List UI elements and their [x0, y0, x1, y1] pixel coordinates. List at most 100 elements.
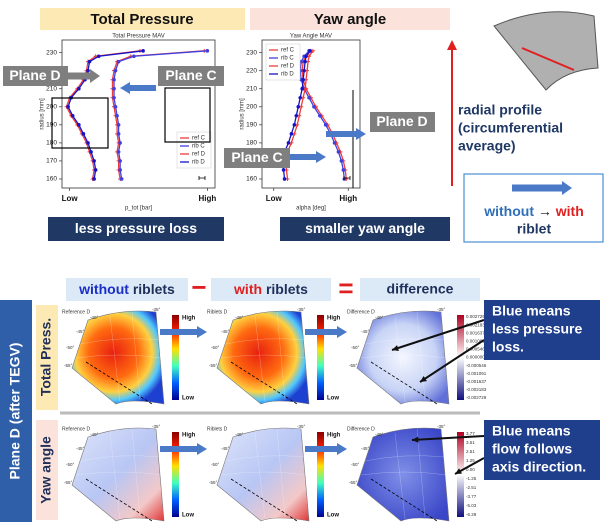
angle-label: -45° — [221, 329, 230, 334]
equals-sign: = — [338, 273, 353, 303]
y-tick-label: 170 — [46, 158, 57, 165]
marker — [318, 114, 322, 118]
marker — [290, 132, 294, 136]
callout: Plane D — [9, 67, 60, 83]
colorbar-low: Low — [182, 513, 194, 519]
legend-label: rib D — [281, 72, 294, 78]
marker — [66, 105, 70, 109]
colorbar — [317, 315, 324, 400]
marker — [293, 123, 297, 127]
marker — [340, 159, 344, 163]
marker — [301, 78, 305, 82]
marker — [114, 69, 118, 73]
marker — [92, 177, 96, 181]
x-axis-label: p_tot [bar] — [125, 206, 152, 212]
marker — [282, 168, 286, 172]
marker — [77, 123, 81, 127]
colorbar-tick: 3.77 — [466, 431, 475, 436]
y-tick-label: 160 — [46, 176, 57, 183]
colorbar-tick: -0.002729 — [466, 395, 487, 400]
colorbar-low: Low — [182, 396, 194, 402]
marker — [86, 141, 90, 145]
marker — [117, 132, 121, 136]
marker — [88, 60, 92, 64]
plot-title: Yaw Angle MAV — [290, 34, 332, 40]
marker — [302, 69, 306, 73]
marker — [118, 159, 122, 163]
marker — [118, 141, 122, 145]
colorbar-tick: -6.29 — [466, 512, 477, 517]
block-arrow — [305, 443, 347, 455]
block-arrow — [305, 326, 347, 338]
x-tick-label: Low — [266, 194, 283, 203]
conclusion: smaller yaw angle — [305, 220, 425, 236]
x-tick-label: High — [339, 194, 357, 203]
note-line: axis direction. — [492, 459, 586, 475]
row-label: Total Press. — [38, 318, 54, 396]
marker — [283, 177, 287, 181]
note-line: Blue means — [492, 303, 571, 319]
marker — [296, 105, 300, 109]
angle-label: -45° — [76, 446, 85, 451]
marker — [112, 78, 116, 82]
angle-label: -40° — [375, 432, 384, 437]
colorbar-tick: 1.25 — [466, 458, 475, 463]
colorbar-tick: -0.002183 — [466, 387, 487, 392]
x-tick-label: Low — [62, 194, 79, 203]
marker — [304, 54, 308, 58]
equation-text: without riblets — [78, 281, 175, 297]
legend-word: with — [555, 203, 584, 219]
colorbar-high: High — [182, 316, 196, 322]
equation-word: difference — [387, 281, 454, 297]
marker — [89, 150, 93, 154]
conclusion: less pressure loss — [75, 220, 197, 236]
marker — [82, 132, 86, 136]
marker — [117, 150, 121, 154]
y-tick-label: 230 — [46, 49, 57, 56]
angle-label: -50° — [351, 462, 360, 467]
eq-word: riblets — [133, 281, 175, 297]
colorbar-tick: 3.51 — [466, 440, 475, 445]
colorbar-tick: 0.000000 — [466, 355, 485, 360]
legend-text: without → with — [483, 203, 584, 219]
y-tick-label: 230 — [246, 49, 257, 56]
y-tick-label: 190 — [246, 122, 257, 129]
angle-label: -40° — [235, 315, 244, 320]
equation-text: with riblets — [233, 281, 308, 297]
angle-label: -35° — [437, 307, 446, 312]
legend-word: → — [538, 203, 552, 219]
angle-label: -55° — [209, 363, 218, 368]
angle-label: -35° — [297, 307, 306, 312]
y-tick-label: 160 — [246, 176, 257, 183]
marker — [71, 114, 75, 118]
contour-field — [217, 311, 309, 404]
marker — [117, 123, 121, 127]
contour-field — [217, 428, 309, 521]
eq-word: riblets — [266, 281, 308, 297]
marker — [295, 114, 299, 118]
callout: Plane D — [376, 113, 427, 129]
angle-label: -35° — [152, 424, 161, 429]
legend-label: ref C — [192, 136, 206, 142]
marker — [333, 141, 337, 145]
y-tick-label: 210 — [46, 85, 57, 92]
contour-title: Difference D — [347, 309, 375, 315]
legend-word: without — [483, 203, 534, 219]
angle-label: -40° — [375, 315, 384, 320]
colorbar — [172, 315, 179, 400]
marker — [342, 168, 346, 172]
arrow-head — [447, 40, 457, 50]
block-arrow — [160, 326, 207, 338]
colorbar-low: Low — [327, 513, 339, 519]
marker — [112, 87, 116, 91]
colorbar-tick: -0.001091 — [466, 371, 487, 376]
charts: Total Pressure MAV1601701801902002102202… — [40, 34, 360, 212]
slide: Total Pressure Yaw angle Total Pressure … — [0, 0, 604, 522]
colorbar-tick: -0.000546 — [466, 363, 487, 368]
angle-label: -55° — [64, 480, 73, 485]
colorbar-tick: 0.002729 — [466, 314, 485, 319]
row-label: Yaw angle — [38, 436, 54, 504]
side-label: Plane D (after TEGV) — [7, 343, 23, 480]
angle-label: -55° — [349, 480, 358, 485]
marker — [92, 159, 96, 163]
